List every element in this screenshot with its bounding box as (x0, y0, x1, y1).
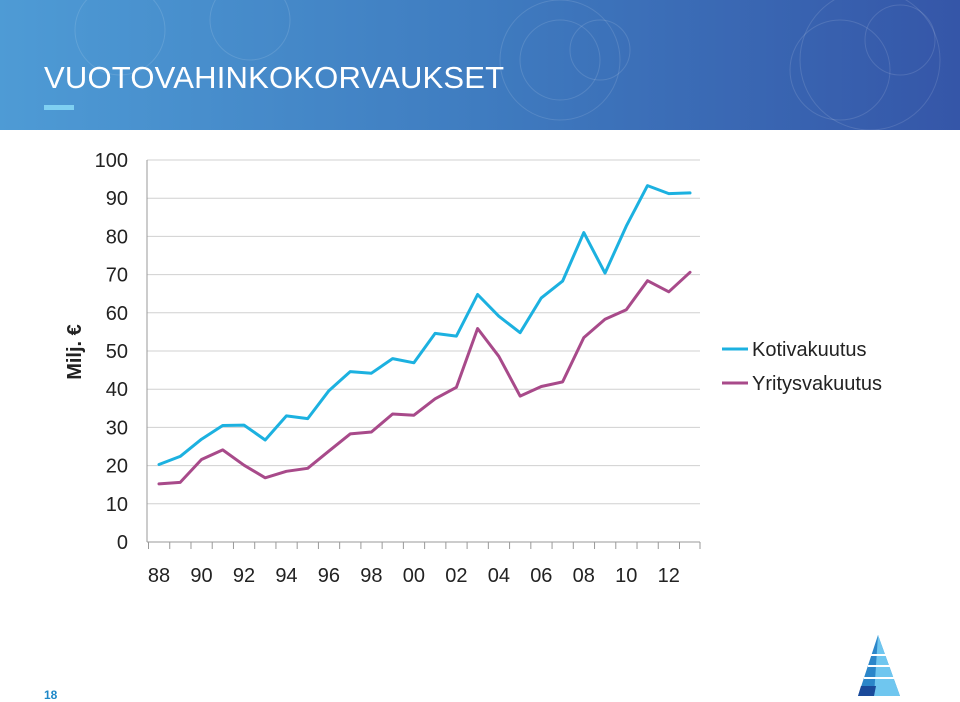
series-line-yritysvakuutus (157, 270, 692, 486)
y-tick-label: 20 (106, 456, 128, 478)
y-axis-title: Milj. € (64, 324, 86, 380)
y-tick-label: 0 (117, 532, 128, 554)
x-tick-label: 08 (573, 565, 595, 587)
x-tick-label: 12 (658, 565, 680, 587)
x-tick-label: 88 (148, 565, 170, 587)
chart-legend: Kotivakuutus Yritysvakuutus (722, 339, 882, 395)
slide-header: VUOTOVAHINKOKORVAUKSET (0, 0, 960, 130)
legend-label: Kotivakuutus (752, 339, 867, 361)
y-tick-label: 90 (106, 188, 128, 210)
title-underline (44, 105, 74, 110)
page-number: 18 (44, 688, 58, 702)
slide-title: VUOTOVAHINKOKORVAUKSET (44, 60, 505, 95)
header-pattern (74, 0, 941, 130)
x-tick-label: 96 (318, 565, 340, 587)
x-tick-label: 06 (530, 565, 552, 587)
series-line-kotivakuutus (157, 184, 692, 466)
y-tick-label: 40 (106, 379, 128, 401)
y-tick-label: 70 (106, 265, 128, 287)
x-tick-label: 10 (615, 565, 637, 587)
y-tick-label: 100 (95, 150, 128, 172)
x-tick-label: 92 (233, 565, 255, 587)
x-tick-label: 04 (488, 565, 510, 587)
triangle-logo-icon (858, 635, 900, 696)
y-tick-label: 80 (106, 226, 128, 248)
x-tick-label: 94 (275, 565, 297, 587)
y-tick-label: 50 (106, 341, 128, 363)
x-tick-label: 02 (445, 565, 467, 587)
y-tick-label: 60 (106, 303, 128, 325)
chart-series (157, 184, 692, 486)
x-tick-label: 00 (403, 565, 425, 587)
y-tick-label: 30 (106, 417, 128, 439)
y-tick-label: 10 (106, 494, 128, 516)
legend-label: Yritysvakuutus (752, 373, 882, 395)
x-tick-label: 98 (360, 565, 382, 587)
chart-axes: 0 10 20 30 40 50 60 70 80 90 100 88 90 92 94 96 98 00 02 04… (95, 150, 701, 587)
line-chart: 0 10 20 30 40 50 60 70 80 90 100 88 90 92 94 96 98 00 02 04… (64, 150, 882, 587)
chart-grid (147, 159, 700, 505)
x-tick-label: 90 (190, 565, 212, 587)
